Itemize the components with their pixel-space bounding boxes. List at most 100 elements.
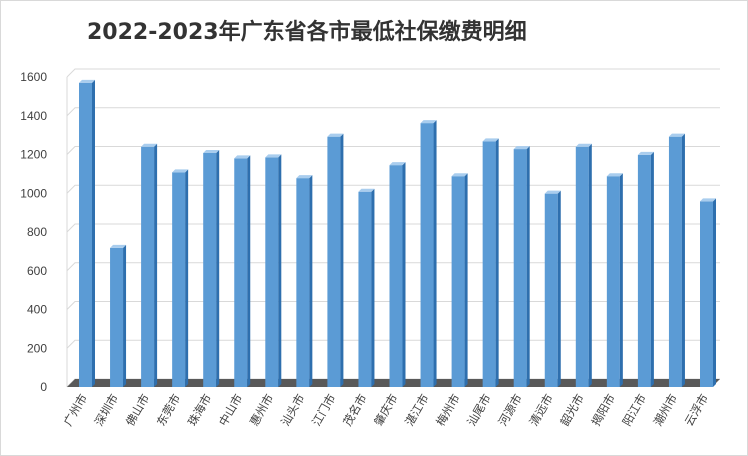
y-tick-label: 1200 (20, 148, 47, 162)
bar-top (420, 120, 437, 124)
bar-side (309, 175, 313, 387)
bar-top (358, 188, 375, 192)
bar-top (700, 198, 716, 202)
bar-side (588, 143, 592, 387)
bar-top (451, 173, 468, 177)
bar-side (340, 133, 344, 387)
bar (172, 169, 189, 387)
bar-side (123, 244, 127, 387)
bar (637, 151, 654, 387)
gridline (66, 184, 720, 194)
x-tick-label: 茂名市 (340, 392, 369, 429)
bar-side (154, 143, 158, 387)
bar-front (358, 191, 372, 387)
bar-side (526, 146, 530, 387)
bar-side (464, 173, 468, 387)
bar-side (650, 151, 654, 387)
bar-top (234, 155, 251, 159)
bar-front (327, 136, 341, 387)
bar-front (265, 157, 279, 387)
bar-front (110, 247, 124, 387)
bar-top (79, 79, 95, 83)
x-tick-label: 阳江市 (620, 392, 649, 429)
bar-top (389, 162, 406, 166)
x-tick-label: 潮州市 (651, 392, 680, 429)
bar-side (278, 154, 282, 387)
gridline (66, 107, 720, 117)
bar-side (433, 120, 437, 388)
bar-side (681, 133, 685, 387)
bar-side (402, 162, 406, 387)
x-tick-label: 广州市 (61, 392, 90, 429)
bar-top (141, 143, 158, 147)
bar (110, 244, 127, 387)
x-tick-label: 东莞市 (154, 392, 183, 429)
gridlines (66, 68, 720, 388)
bar-side (713, 198, 716, 387)
gridline (66, 146, 720, 155)
bar-side (619, 173, 623, 387)
y-tick-label: 1000 (20, 186, 47, 200)
bar-front (451, 176, 465, 387)
bar-top (637, 151, 654, 155)
bar-top (482, 138, 499, 142)
bar-top (606, 173, 623, 177)
gridline (66, 339, 720, 349)
bar (420, 120, 437, 388)
bar-front (482, 141, 496, 387)
bar-front (637, 154, 651, 387)
bar (544, 190, 561, 387)
bar (606, 173, 623, 387)
x-tick-label: 河源市 (495, 392, 524, 429)
x-tick-label: 深圳市 (92, 392, 121, 429)
bar (234, 155, 251, 387)
bar (451, 173, 468, 387)
bar-top (575, 143, 592, 147)
x-tick-label: 佛山市 (123, 392, 152, 429)
chart-title: 2022-2023年广东省各市最低社保缴费明细 (87, 20, 527, 45)
y-tick-label: 400 (27, 303, 47, 317)
bar (700, 198, 716, 387)
bar-front (389, 165, 403, 387)
x-tick-label: 珠海市 (185, 392, 214, 429)
bar-top (513, 146, 530, 150)
bar-front (700, 201, 713, 387)
x-tick-label: 中山市 (216, 392, 245, 429)
bar-side (495, 138, 499, 387)
y-tick-label: 800 (27, 225, 47, 239)
y-axis: 0 200 400 600 800 1000 1200 1400 1600 (20, 70, 47, 394)
bar-top (327, 133, 344, 137)
x-tick-label: 江门市 (309, 392, 338, 429)
x-axis-labels: 广州市 深圳市 佛山市 东莞市 珠海市 中山市 惠州市 汕头市 江门市 茂名市 肇庆市 湛江市 梅州市汕… (61, 392, 711, 429)
bar (296, 175, 313, 387)
bar-front (141, 146, 155, 387)
bar (203, 149, 220, 387)
bar-side (92, 79, 95, 387)
x-tick-label: 汕尾市 (464, 392, 493, 429)
bar-top (296, 175, 313, 179)
y-tick-label: 1400 (20, 109, 47, 123)
bar (575, 143, 592, 387)
bar-top (544, 190, 561, 194)
x-tick-label: 清远市 (526, 392, 555, 429)
bar-side (247, 155, 251, 387)
bar-side (185, 169, 189, 387)
x-tick-label: 韶光市 (558, 392, 587, 429)
gridline (66, 223, 720, 233)
bar (389, 162, 406, 387)
bar-side (371, 188, 375, 387)
gridline (66, 301, 720, 310)
bar (482, 138, 499, 387)
bar-front (513, 149, 527, 387)
y-tick-label: 200 (27, 341, 47, 355)
bar (79, 79, 95, 387)
x-tick-label: 云浮市 (682, 392, 711, 429)
bar (358, 188, 375, 387)
bar-top (203, 149, 220, 153)
bar-top (265, 154, 282, 158)
bar (141, 143, 158, 387)
x-tick-label: 惠州市 (247, 392, 276, 429)
bar-front (575, 146, 589, 387)
gridline (66, 68, 720, 78)
